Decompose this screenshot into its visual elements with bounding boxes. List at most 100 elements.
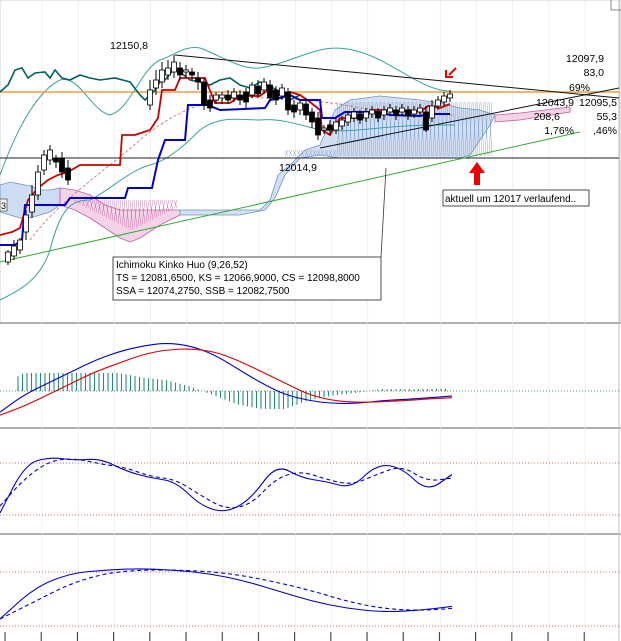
support-trendline [319,87,620,149]
candle-body [405,109,411,117]
candle-body [363,111,369,119]
candle-body [351,111,357,119]
candle-body [267,84,273,99]
value-label: 1,76% [544,125,574,137]
candle-body [345,114,351,123]
hatch-stroke [296,149,301,157]
hatch-stroke [308,149,313,157]
cloud-future-pink [494,106,571,123]
hatch-stroke [149,199,154,221]
candle-body [357,113,363,121]
down-arrow-marker [445,67,457,78]
hatch-stroke [480,101,485,157]
value-label: 12097,9 [566,53,604,65]
candle-body [381,109,387,116]
candle-body [417,107,423,113]
hatch-stroke [440,101,445,157]
annotation-text: aktuell um 12017 verlaufend.. [445,194,576,205]
momentum-line [0,568,453,620]
hatch-stroke [165,199,170,213]
hatch-stroke [304,149,309,157]
candle-body [189,71,195,76]
low-marker-label: 12014,9 [279,162,317,174]
candle-body [429,105,435,119]
candle-body [399,107,405,113]
candle-body [327,124,333,131]
candle-body [53,157,59,163]
candle-body [59,157,65,173]
ichimoku-tooltip: Ichimoku Kinko Huo (9,26,52) TS = 12081,… [112,256,382,301]
hatch-stroke [173,199,178,209]
candle-body [213,94,219,101]
stochastic-panel [0,457,619,516]
up-arrow-marker [469,162,485,185]
bollinger-lower [0,118,455,301]
hatch-stroke [145,199,150,223]
candle-body [35,171,41,196]
candle-body [279,87,285,97]
hatch-stroke [101,199,106,217]
candle-body [315,117,321,136]
hatch-stroke [89,199,94,211]
hatch-stroke [468,101,473,157]
candle-body [333,121,339,131]
hatch-stroke [448,101,453,157]
candle-body [321,127,327,131]
hatch-stroke [460,101,465,157]
hatch-stroke [476,101,481,157]
hatch-stroke [97,199,102,215]
hatch-stroke [105,199,110,219]
hatch-stroke [109,199,114,221]
candle-body [393,109,399,116]
right-value-labels: 12097,9 83,0 69% 12043,9 12095,5 208,6 5… [534,53,617,137]
hatch-stroke [300,149,305,157]
value-label: 12043,9 [536,97,574,109]
candle-body [201,81,207,106]
hatch-stroke [93,199,98,213]
candle-body [41,154,47,171]
hatch-stroke [456,101,461,157]
hatch-stroke [153,199,158,219]
candle-body [387,107,393,113]
candle-body [435,99,441,107]
momentum-panel [0,568,619,627]
candle-body [261,81,267,91]
green-trendline [0,131,581,263]
hatch-stroke [141,199,146,225]
candle-body [285,91,291,111]
value-label: ,46% [593,125,617,137]
hatch-stroke [328,149,333,157]
resistance-trendline [174,54,620,99]
hatch-stroke [472,101,477,157]
candle-body [441,95,447,103]
hatch-stroke [444,101,449,157]
candle-body [207,99,213,109]
candle-body [309,111,315,123]
value-label: 208,6 [534,111,560,123]
tooltip-line-3: SSA = 12074,2750, SSB = 12082,7500 [116,286,290,297]
vertical-grid [41,0,586,641]
hatch-stroke [316,149,321,157]
candle-body [159,69,165,83]
hatch-stroke [320,149,325,157]
candle-body [255,85,261,95]
bollinger-upper [0,46,456,176]
hatch-stroke [420,101,425,157]
hatch-stroke [484,101,489,157]
hatch-stroke [85,199,90,209]
hatch-stroke [452,101,457,157]
candle-body [273,89,279,101]
candle-body [11,245,17,257]
candle-body [195,77,201,83]
candle-body [303,103,309,116]
macd-line [0,343,453,413]
candlesticks [5,55,453,265]
candle-body [177,67,183,76]
hatch-stroke [488,101,493,157]
candle-body [369,109,375,115]
candle-body [5,251,11,263]
stochastic-k-line [0,457,453,514]
candle-body [423,111,429,131]
